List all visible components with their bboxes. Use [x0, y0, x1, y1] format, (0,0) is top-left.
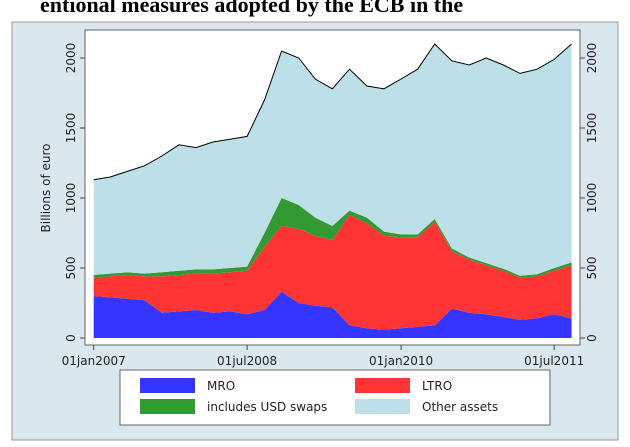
x-tick-label: 01jan2010 [369, 354, 433, 368]
legend-swatch [355, 378, 410, 393]
y2-tick-label: 0 [585, 334, 599, 342]
x-tick-label: 01jul2011 [524, 354, 584, 368]
y2-tick-label: 500 [585, 257, 599, 280]
legend-swatch [355, 399, 410, 414]
y-tick-label: 1500 [64, 113, 78, 144]
y-tick-label: 2000 [64, 43, 78, 74]
y2-tick-label: 2000 [585, 43, 599, 74]
legend-swatch [140, 378, 195, 393]
area [93, 198, 572, 278]
legend-swatch [140, 399, 195, 414]
legend-label: LTRO [422, 379, 452, 393]
area [93, 44, 572, 276]
chart-title: entional measures adopted by the ECB in … [40, 0, 463, 17]
legend-label: Other assets [422, 400, 498, 414]
legend-label: MRO [207, 379, 235, 393]
y-tick-label: 0 [64, 334, 78, 342]
legend: MRO LTRO includes USD swaps Other assets [119, 369, 551, 426]
y2-tick-label: 1000 [585, 183, 599, 214]
y-tick-label: 500 [64, 257, 78, 280]
area [93, 214, 572, 330]
y-axis-label: Billions of euro [39, 144, 53, 233]
y-tick-label: 1000 [64, 183, 78, 214]
y2-tick-label: 1500 [585, 113, 599, 144]
top-line [93, 43, 572, 181]
x-tick-label: 01jan2007 [62, 354, 126, 368]
legend-label: includes USD swaps [207, 400, 327, 414]
x-tick-label: 01jul2008 [217, 354, 277, 368]
area [93, 291, 572, 338]
